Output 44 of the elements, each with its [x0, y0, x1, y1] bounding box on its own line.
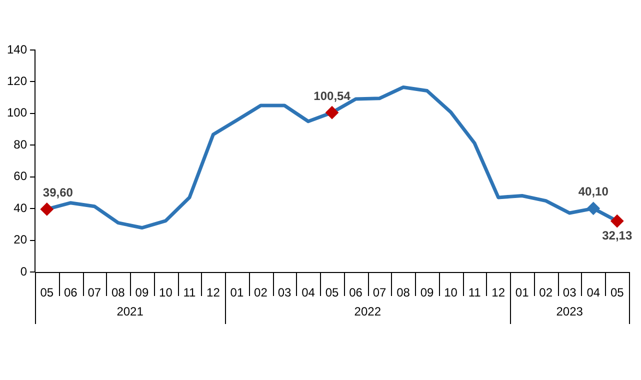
x-tick-label: 11 [183, 286, 196, 300]
text: 2022 [354, 304, 382, 318]
x-tick-label: 10 [159, 286, 173, 300]
y-tick-label: 20 [14, 232, 28, 247]
point [326, 106, 339, 120]
x-tick-label: 07 [88, 286, 102, 300]
data-label: 32,13 [602, 228, 632, 242]
x-tick-label: 01 [515, 286, 530, 300]
y-tick-label: 80 [14, 137, 28, 152]
x-tick-label: 01 [230, 286, 244, 300]
x-tick-label: 04 [586, 286, 600, 300]
data-label: 39,60 [42, 186, 74, 200]
x-tick-label: 08 [112, 286, 126, 300]
x-tick-label: 05 [40, 286, 54, 300]
text: 2021 [116, 304, 144, 318]
x-tick-label: 04 [302, 286, 316, 300]
x-tick-label: 06 [64, 286, 78, 300]
x-tick-label: 12 [206, 286, 220, 300]
point [610, 214, 624, 228]
x-tick-label: 02 [254, 286, 268, 300]
y-tick-label: 140 [6, 42, 28, 56]
y-tick-label: 100 [6, 106, 28, 120]
data-label: 40,10 [578, 184, 609, 199]
point [40, 202, 54, 216]
x-tick-label: 10 [444, 286, 458, 300]
x-tick-label: 11 [468, 286, 482, 300]
x-tick-label: 08 [396, 286, 410, 300]
x-tick-label: 05 [610, 286, 624, 300]
y-tick-label: 40 [14, 200, 28, 215]
x-tick-label: 05 [325, 286, 340, 300]
x-tick-label: 06 [349, 286, 363, 300]
x-tick-label: 12 [492, 286, 506, 300]
x-tick-label: 07 [372, 286, 387, 300]
text: 2023 [556, 304, 584, 318]
point [586, 202, 600, 215]
y-tick-label: 60 [14, 169, 28, 184]
y-tick-label: 120 [6, 74, 28, 88]
data-label: 100,54 [314, 88, 351, 103]
x-tick-label: 03 [278, 286, 292, 300]
x-tick-label: 09 [135, 286, 149, 300]
x-tick-label: 03 [562, 286, 577, 300]
x-tick-label: 02 [539, 286, 553, 300]
y-tick-label: 0 [20, 264, 28, 278]
x-tick-label: 09 [420, 286, 434, 300]
